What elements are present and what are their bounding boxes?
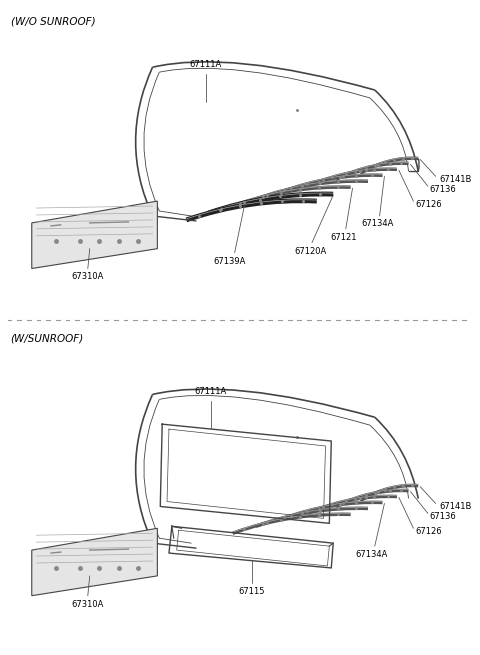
Text: 67126: 67126 <box>415 200 442 208</box>
Text: 67121: 67121 <box>331 233 357 242</box>
Text: 67141B: 67141B <box>440 502 472 511</box>
Polygon shape <box>32 201 157 269</box>
Text: 67111A: 67111A <box>194 387 227 396</box>
Text: 67141B: 67141B <box>440 175 472 184</box>
Text: 67136: 67136 <box>430 185 456 194</box>
Text: 67136: 67136 <box>430 512 456 521</box>
Text: 67134A: 67134A <box>356 550 388 559</box>
Text: 67126: 67126 <box>415 527 442 536</box>
Text: 67310A: 67310A <box>72 272 104 282</box>
Text: 67134A: 67134A <box>361 219 394 228</box>
Text: 67111A: 67111A <box>190 60 222 69</box>
Polygon shape <box>32 529 157 595</box>
Text: 67120A: 67120A <box>294 247 326 255</box>
Text: 67139A: 67139A <box>214 257 246 266</box>
Text: (W/O SUNROOF): (W/O SUNROOF) <box>11 16 95 27</box>
Text: 67115: 67115 <box>239 587 265 596</box>
Text: (W/SUNROOF): (W/SUNROOF) <box>11 334 84 344</box>
Text: 67310A: 67310A <box>72 600 104 608</box>
